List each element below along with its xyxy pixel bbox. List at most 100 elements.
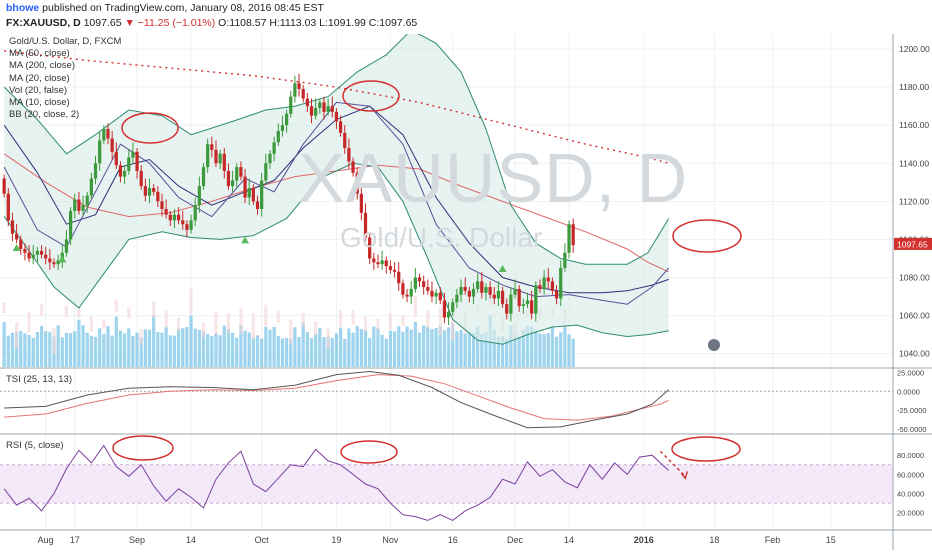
candle-body <box>409 288 413 297</box>
volume-bar <box>372 326 376 367</box>
candle-body <box>44 254 48 259</box>
candle-body <box>417 277 422 282</box>
candle-body <box>554 290 559 299</box>
volume-bar-excess <box>376 318 380 331</box>
candle-body <box>197 186 201 206</box>
candle-body <box>73 199 77 211</box>
volume-bar <box>392 331 397 367</box>
candle-body <box>164 208 168 215</box>
volume-bar <box>206 333 210 367</box>
volume-bar <box>222 325 226 367</box>
volume-bar <box>210 335 214 367</box>
volume-bar-excess <box>301 313 305 327</box>
candle-body <box>147 188 152 196</box>
volume-bar-excess <box>226 313 231 334</box>
volume-bar-excess <box>64 305 69 318</box>
candle-body <box>23 248 27 253</box>
time-tick-label: Aug <box>38 535 54 545</box>
price-change: ▼ −11.25 (−1.01%) <box>124 17 216 29</box>
legend-item-ma10[interactable]: MA (10, close) <box>9 97 70 109</box>
candle-body <box>442 300 447 318</box>
legend-item-ma20[interactable]: MA (20, close) <box>9 72 70 84</box>
volume-bar <box>438 326 442 367</box>
candle-body <box>359 193 363 213</box>
candle-body <box>81 205 85 211</box>
volume-bar <box>264 326 268 367</box>
candle-body <box>31 254 35 259</box>
candle-body <box>260 180 264 209</box>
candle-body <box>280 125 285 131</box>
candle-body <box>559 267 563 299</box>
candle-body <box>525 300 530 305</box>
volume-bar <box>147 329 152 367</box>
legend-item-vol[interactable]: Vol (20, false) <box>9 84 68 96</box>
volume-bar <box>530 326 534 367</box>
volume-bar-excess <box>102 319 106 329</box>
candle-body <box>542 277 546 289</box>
candle-body <box>318 102 322 109</box>
volume-bar-excess <box>139 328 143 346</box>
candle-body <box>168 214 172 221</box>
candle-body <box>480 281 484 293</box>
price-tick-label: 1160.00 <box>899 120 929 130</box>
volume-bar-excess <box>426 310 430 329</box>
time-tick-label: 14 <box>564 535 574 545</box>
price-tick-label: 1200.00 <box>899 44 930 54</box>
candle-body <box>347 148 351 162</box>
last-price-badge-label: 1097.65 <box>897 239 928 249</box>
volume-bar <box>314 334 318 367</box>
candle-body <box>222 153 226 171</box>
rsi-tick-label: 60.0000 <box>897 470 924 479</box>
candle-body <box>251 188 255 202</box>
volume-bar <box>363 330 368 367</box>
candle-body <box>446 311 451 318</box>
volume-bar <box>235 337 239 367</box>
volume-bar <box>430 329 434 367</box>
candle-body <box>214 149 218 164</box>
candle-body <box>571 224 575 246</box>
candle-body <box>488 287 492 295</box>
volume-bar <box>152 315 156 367</box>
candle-body <box>567 224 571 253</box>
time-tick-label: 18 <box>709 535 719 545</box>
volume-bar <box>476 326 480 367</box>
volume-bar <box>39 325 44 367</box>
time-tick-label: 19 <box>331 535 341 545</box>
volume-bar <box>417 332 422 367</box>
candle-body <box>397 271 401 284</box>
annotation-circle-2 <box>672 219 742 253</box>
legend-item-ma200[interactable]: MA (200, close) <box>9 60 75 72</box>
candle-body <box>455 294 459 303</box>
volume-bar <box>114 316 118 367</box>
candle-body <box>351 161 355 173</box>
candle-body <box>114 151 118 166</box>
rsi-pane-title[interactable]: RSI (5, close) <box>6 440 64 451</box>
volume-bar <box>434 327 438 367</box>
symbol-name[interactable]: FX:XAUUSD, D <box>6 17 81 29</box>
volume-bar-excess <box>351 309 355 325</box>
time-tick-label: Feb <box>765 535 781 545</box>
volume-bar <box>110 335 114 367</box>
legend-item-bb[interactable]: BB (20, close, 2) <box>9 109 80 121</box>
legend-item-ma50[interactable]: MA (50, close) <box>9 48 70 60</box>
candle-body <box>255 201 260 209</box>
signal-arrow-icon <box>498 264 507 272</box>
candle-body <box>218 153 222 164</box>
tsi-pane-title[interactable]: TSI (25, 13, 13) <box>6 374 73 385</box>
volume-bar <box>260 338 264 367</box>
tsi-line <box>4 370 670 429</box>
volume-bar <box>68 333 73 367</box>
publisher-user[interactable]: bhowe <box>6 2 40 14</box>
volume-bar-excess <box>52 327 56 355</box>
candle-body <box>451 302 455 312</box>
volume-bar <box>322 337 326 367</box>
arrowhead-icon <box>680 471 688 480</box>
candle-body <box>438 292 442 301</box>
rsi-tick-label: 20.0000 <box>897 509 924 518</box>
candle-body <box>563 252 567 268</box>
legend-title[interactable]: Gold/U.S. Dollar, D, FXCM <box>9 36 122 47</box>
candle-body <box>172 214 177 221</box>
candle-body <box>14 233 19 240</box>
volume-bar-excess <box>326 328 330 350</box>
